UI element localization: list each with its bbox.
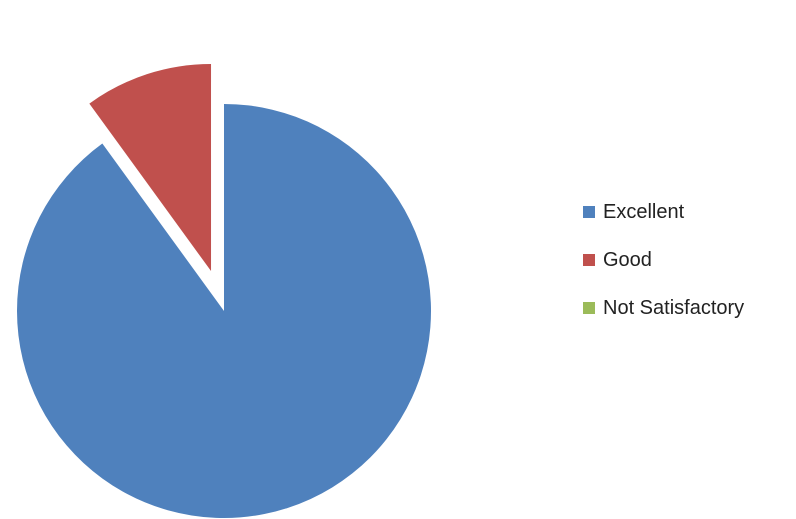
- legend: Excellent Good Not Satisfactory: [583, 200, 744, 344]
- legend-swatch-not-satisfactory: [583, 302, 595, 314]
- legend-item-excellent: Excellent: [583, 200, 744, 224]
- pie-slice-excellent: [16, 104, 431, 519]
- legend-label-not-satisfactory: Not Satisfactory: [603, 297, 745, 319]
- legend-swatch-excellent: [583, 206, 595, 218]
- legend-label-good: Good: [603, 249, 652, 271]
- pie-slice-good: [89, 64, 212, 272]
- legend-label-excellent: Excellent: [603, 201, 685, 223]
- legend-swatch-good: [583, 254, 595, 266]
- legend-item-not-satisfactory: Not Satisfactory: [583, 296, 744, 320]
- legend-item-good: Good: [583, 248, 744, 272]
